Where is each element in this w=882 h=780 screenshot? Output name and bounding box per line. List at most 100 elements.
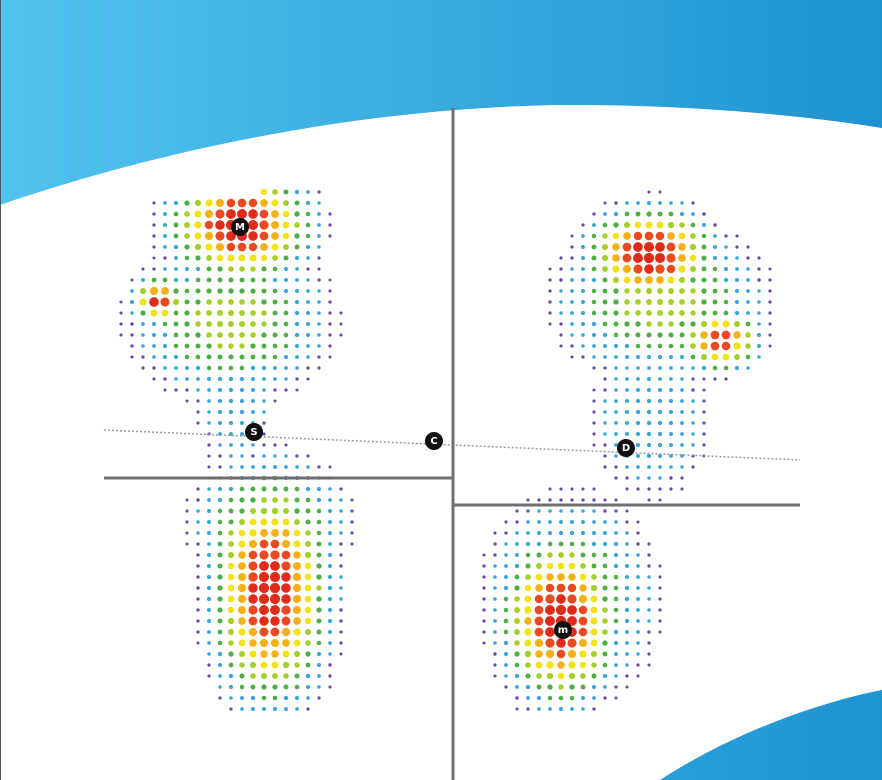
pressure-dot <box>205 199 213 207</box>
pressure-dot <box>216 254 224 262</box>
pressure-dot <box>646 398 652 404</box>
pressure-dot <box>250 332 256 338</box>
pressure-dot <box>544 615 556 627</box>
pressure-dot <box>493 641 497 645</box>
pressure-dot <box>678 254 686 262</box>
pressure-dot <box>316 508 322 514</box>
pressure-dot <box>217 288 223 294</box>
pressure-dot <box>282 210 290 218</box>
pressure-dot <box>636 454 640 458</box>
pressure-dot <box>657 310 663 316</box>
pressure-dot <box>294 321 300 327</box>
pressure-dot <box>590 595 598 603</box>
pressure-dot <box>294 332 300 338</box>
pressure-dot <box>184 244 190 250</box>
pressure-dot <box>557 672 565 680</box>
pressure-dot <box>644 231 654 241</box>
marker-circle <box>617 439 635 457</box>
pressure-dot <box>328 212 332 216</box>
pressure-dot <box>602 277 608 283</box>
pressure-dot <box>691 399 695 403</box>
pressure-dot <box>625 509 629 513</box>
pressure-dot <box>581 267 585 271</box>
pressure-dot <box>250 343 256 349</box>
pressure-dot <box>559 333 563 337</box>
pressure-dot <box>524 606 532 614</box>
pressure-dot <box>227 595 235 603</box>
pressure-dot <box>625 377 629 381</box>
pressure-dot <box>228 519 234 525</box>
pressure-dot <box>258 571 270 583</box>
pressure-dot <box>227 254 235 262</box>
pressure-dot <box>547 684 553 690</box>
pressure-dot <box>570 245 574 249</box>
pressure-dot <box>239 398 245 404</box>
pressure-dot <box>327 585 333 591</box>
pressure-dot <box>283 354 289 360</box>
pressure-dot <box>612 254 620 262</box>
pressure-dot <box>339 333 343 337</box>
pressure-dot <box>195 354 201 360</box>
pressure-dot <box>174 388 178 392</box>
pressure-dot <box>558 695 564 701</box>
pressure-dot <box>657 332 663 338</box>
pressure-dot <box>702 421 706 425</box>
pressure-dot <box>271 243 279 251</box>
pressure-dot <box>647 542 651 546</box>
pressure-dot <box>647 575 651 579</box>
pressure-dot <box>273 443 277 447</box>
pressure-dot <box>666 253 676 263</box>
pressure-dot <box>515 520 519 524</box>
pressure-dot <box>238 551 246 559</box>
pressure-dot <box>624 409 630 415</box>
pressure-dot <box>734 288 740 294</box>
pressure-dot <box>733 342 741 350</box>
pressure-dot <box>184 354 190 360</box>
pressure-dot <box>658 586 662 590</box>
pressure-dot <box>272 486 278 492</box>
pressure-dot <box>217 277 223 283</box>
pressure-dot <box>647 465 651 469</box>
marker-circle <box>425 432 443 450</box>
pressure-dot <box>614 388 618 392</box>
pressure-dot <box>218 487 222 491</box>
pressure-dot <box>669 487 673 491</box>
pressure-dot <box>602 618 608 624</box>
pressure-dot <box>306 300 310 304</box>
pressure-dot <box>570 267 574 271</box>
pressure-dot <box>603 443 607 447</box>
pressure-dot <box>680 201 684 205</box>
pressure-dot <box>515 696 519 700</box>
pressure-dot <box>690 288 696 294</box>
pressure-dot <box>251 443 255 447</box>
pressure-dot <box>724 256 728 260</box>
pressure-dot <box>283 255 289 261</box>
pressure-dot <box>558 530 564 536</box>
pressure-dot <box>614 652 618 656</box>
pressure-dot <box>625 388 629 392</box>
pressure-dot <box>514 585 520 591</box>
pressure-dot <box>328 630 332 634</box>
pressure-dot <box>580 673 586 679</box>
pressure-dot <box>525 541 531 547</box>
pressure-dot <box>591 255 597 261</box>
pressure-dot <box>295 377 299 381</box>
pressure-dot <box>526 696 530 700</box>
pressure-dot <box>613 574 619 580</box>
pressure-dot <box>636 597 640 601</box>
pressure-dot <box>270 561 280 571</box>
pressure-dot <box>622 242 632 252</box>
pressure-dot <box>163 267 167 271</box>
pressure-dot <box>524 639 532 647</box>
pressure-dot <box>570 344 574 348</box>
pressure-dot <box>248 583 258 593</box>
pressure-dot <box>218 696 222 700</box>
pressure-dot <box>227 551 235 559</box>
pressure-dot <box>691 443 695 447</box>
pressure-dot <box>613 640 619 646</box>
pressure-dot <box>250 365 256 371</box>
pressure-dot <box>294 211 300 217</box>
pressure-dot <box>647 553 651 557</box>
pressure-dot <box>690 354 696 360</box>
pressure-dot <box>625 201 629 205</box>
